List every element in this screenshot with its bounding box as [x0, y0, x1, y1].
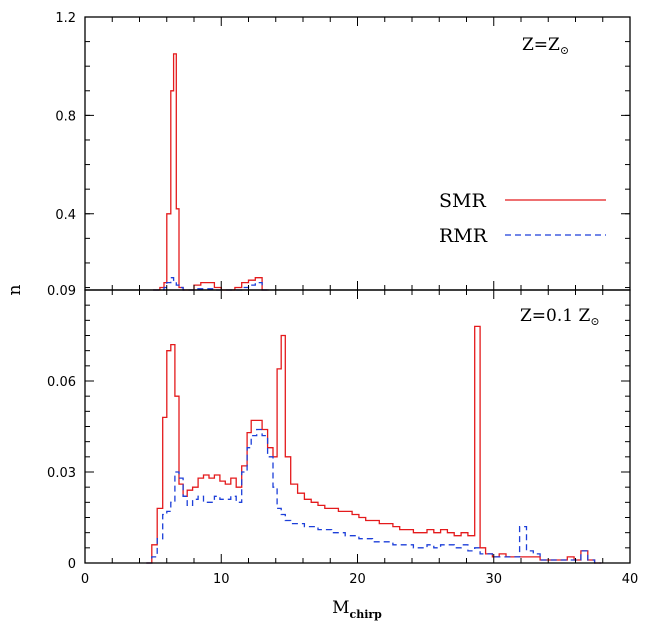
- x-axis-label: Mchirp: [332, 598, 382, 621]
- bottom-panel-series: [146, 325, 602, 564]
- y-tick-label: 0: [68, 557, 76, 572]
- bottom-panel-annotation: Z=0.1 Z⊙: [520, 306, 600, 328]
- top-panel-series: [153, 53, 269, 291]
- x-tick-label: 30: [485, 572, 502, 587]
- y-tick-label: 0.03: [47, 466, 76, 481]
- top-series-smr: [153, 53, 269, 291]
- y-tick-label: 0.09: [47, 284, 76, 299]
- x-tick-label: 40: [622, 572, 639, 587]
- bottom-series-smr: [146, 325, 602, 564]
- top-series-rmr: [153, 277, 269, 291]
- legend: SMR RMR: [439, 190, 606, 247]
- y-axis-label: n: [5, 284, 25, 295]
- y-tick-label: 0.06: [47, 375, 76, 390]
- y-tick-label: 1.2: [55, 11, 76, 26]
- x-tick-label: 20: [349, 572, 366, 587]
- y-tick-label: 0.4: [55, 208, 76, 223]
- x-tick-label: 10: [213, 572, 230, 587]
- bottom-panel-frame: [84, 289, 631, 564]
- bottom-series-rmr: [146, 428, 602, 564]
- legend-label-rmr: RMR: [439, 225, 488, 247]
- axis-ticks: [84, 16, 631, 564]
- y-tick-label: 0.8: [55, 109, 76, 124]
- legend-label-smr: SMR: [439, 190, 486, 212]
- top-panel-annotation: Z=Z⊙: [522, 35, 569, 57]
- x-tick-label: 0: [81, 572, 89, 587]
- tick-labels: 0 10 20 30 40 0 0.03 0.06 0.09 0.4 0.8 1.2: [47, 11, 638, 587]
